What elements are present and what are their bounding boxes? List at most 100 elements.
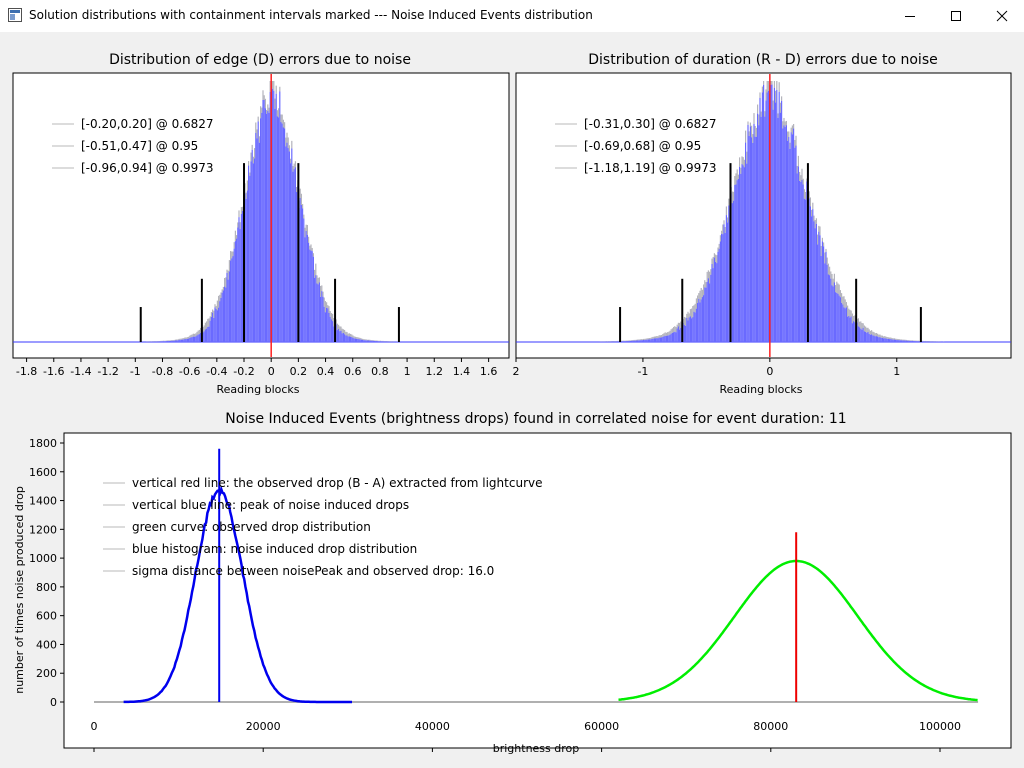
histogram-bar [375,341,377,342]
histogram-bar-noise [173,339,175,341]
histogram-bar [166,341,168,342]
x-tick-label: 80000 [753,720,788,733]
histogram-bar [257,121,259,342]
histogram-bar [827,274,829,342]
histogram-bar [885,338,887,342]
histogram-bar-noise [220,292,222,298]
histogram-bar [848,315,850,342]
histogram-bar-noise [184,337,186,340]
histogram-bar-noise [651,337,653,339]
histogram-bar [761,92,763,342]
histogram-bar [759,97,761,342]
histogram-bar-noise [713,253,715,258]
histogram-bar [302,208,304,342]
histogram-bar-noise [677,322,679,327]
histogram-bar [829,275,831,342]
histogram-bar-noise [314,269,316,278]
histogram-bar [790,132,792,342]
histogram-bar [770,84,772,342]
histogram-bar [797,166,799,342]
histogram-bar [362,339,364,342]
histogram-bar [631,340,633,342]
histogram-bar-noise [706,271,708,282]
histogram-bar-noise [304,227,306,238]
histogram-bar-noise [285,137,287,147]
close-icon [996,10,1008,22]
histogram-bar [771,84,773,343]
histogram-bar-noise [664,332,666,336]
histogram-bar-noise [350,333,352,337]
histogram-bar [886,338,888,342]
histogram-bar [731,203,733,342]
histogram-bar-noise [627,340,629,342]
maximize-button[interactable] [933,0,979,32]
histogram-bar [249,175,251,342]
histogram-bar-noise [278,108,280,118]
x-tick-label: 0.4 [317,365,335,378]
histogram-bar [695,308,697,342]
histogram-bar [287,148,289,342]
histogram-bar [173,340,175,342]
histogram-bar [757,113,759,343]
histogram-bar [755,136,757,342]
noise-y-axis-label: number of times noise produced drop [13,486,26,694]
histogram-bar-noise [362,338,364,340]
histogram-bar-noise [709,271,711,284]
histogram-bar [706,281,708,342]
histogram-bar-noise [318,277,320,283]
histogram-bar [348,336,350,342]
histogram-bar [192,336,194,342]
histogram-bar-noise [806,178,808,182]
histogram-bar-noise [857,318,859,327]
minimize-button[interactable] [887,0,933,32]
histogram-bar-noise [180,338,182,340]
histogram-bar [608,341,610,342]
histogram-bar [805,199,807,342]
title-bar[interactable]: Solution distributions with containment … [0,0,1024,32]
histogram-bar-noise [760,111,762,117]
histogram-bar [236,238,238,342]
histogram-bar-noise [704,280,706,288]
histogram-bar [718,248,720,342]
histogram-bar [883,338,885,342]
histogram-bar-noise [685,317,687,326]
histogram-bar [254,158,256,342]
histogram-bar-noise [825,248,827,252]
histogram-bar-noise [803,189,805,199]
histogram-bar [913,341,915,342]
histogram-bar [617,341,619,342]
histogram-bar-noise [245,192,247,199]
histogram-bar [929,341,931,342]
app-icon [8,8,22,22]
histogram-bar [197,334,199,342]
histogram-bar [294,167,296,342]
histogram-bar [190,337,192,342]
close-button[interactable] [979,0,1024,32]
histogram-bar [844,308,846,342]
histogram-bar [747,124,749,342]
histogram-bar-noise [342,329,344,333]
histogram-bar-noise [197,330,199,335]
histogram-bar [159,341,161,342]
histogram-bar [336,330,338,342]
y-tick-label: 600 [36,610,57,623]
histogram-bar-noise [231,251,233,259]
noise-plot-frame[interactable] [63,432,1012,749]
histogram-bar [318,282,320,342]
histogram-bar-noise [765,89,767,101]
histogram-bar [629,340,631,342]
histogram-bar [625,341,627,342]
x-tick-label: -1 [130,365,141,378]
histogram-bar [366,340,368,342]
histogram-bar-noise [747,121,749,125]
histogram-bar-noise [659,335,661,338]
histogram-bar-noise [748,131,750,137]
histogram-bar [777,117,779,342]
legend-entry: vertical blue line: peak of noise induce… [132,498,409,512]
histogram-bar [814,228,816,342]
histogram-bar-noise [279,86,281,92]
histogram-bar [384,341,386,342]
histogram-bar [380,341,382,342]
histogram-bar [915,341,917,342]
histogram-bar [892,339,894,342]
